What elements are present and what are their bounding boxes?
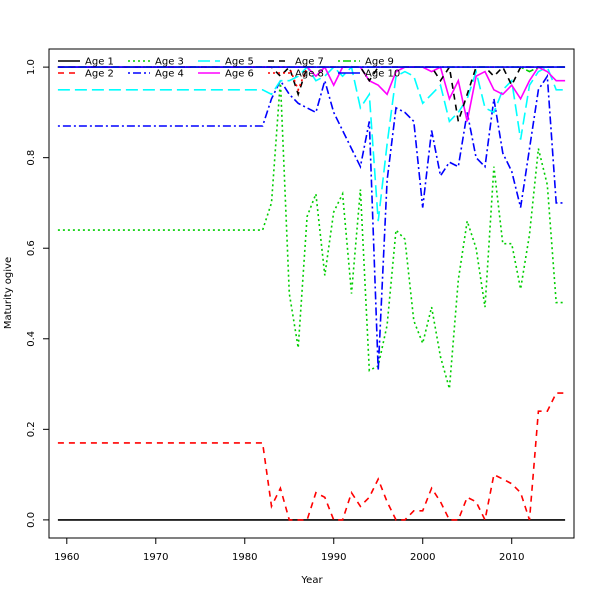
- series-line-age-3: [57, 80, 566, 389]
- legend-label: Age 1: [85, 57, 114, 68]
- y-tick-label: 1.0: [26, 59, 37, 75]
- series-layer: [57, 64, 566, 523]
- y-axis-title: Maturity ogive: [3, 257, 14, 329]
- x-tick-label: 1970: [143, 552, 168, 563]
- y-tick-label: 0.8: [26, 150, 37, 166]
- y-tick-label: 0.6: [26, 240, 37, 256]
- legend-item-age-4: Age 4: [128, 69, 184, 80]
- x-tick-label: 1960: [54, 552, 79, 563]
- series-line-age-4: [57, 73, 566, 371]
- x-tick-label: 1980: [232, 552, 257, 563]
- x-axis: 1960 1970 1980 1990 2000 2010: [54, 537, 524, 563]
- series-line-age-5: [57, 65, 566, 222]
- y-axis: 0.0 0.2 0.4 0.6 0.8 1.0: [26, 59, 50, 528]
- series-line-age-2: [57, 392, 566, 523]
- legend-item-age-8: Age 8: [268, 69, 324, 80]
- legend-item-age-3: Age 3: [128, 57, 184, 68]
- x-tick-label: 1990: [321, 552, 346, 563]
- legend-label: Age 7: [295, 57, 324, 68]
- x-axis-title: Year: [300, 575, 323, 586]
- y-tick-label: 0.0: [26, 512, 37, 528]
- legend-item-age-2: Age 2: [58, 69, 114, 80]
- y-tick-label: 0.4: [26, 331, 37, 347]
- x-tick-label: 2010: [499, 552, 524, 563]
- y-tick-label: 0.2: [26, 421, 37, 437]
- legend-label: Age 5: [225, 57, 254, 68]
- legend-label: Age 4: [155, 69, 184, 80]
- legend-item-age-9: Age 9: [338, 57, 394, 68]
- legend-label: Age 2: [85, 69, 114, 80]
- legend-item-age-5: Age 5: [198, 57, 254, 68]
- legend-item-age-10: Age 10: [338, 69, 400, 80]
- plot-frame: [48, 48, 575, 539]
- legend-label: Age 9: [365, 57, 394, 68]
- x-tick-label: 2000: [410, 552, 435, 563]
- legend-label: Age 10: [365, 69, 400, 80]
- legend-item-age-1: Age 1: [58, 57, 114, 68]
- legend-label: Age 3: [155, 57, 184, 68]
- legend-label: Age 6: [225, 69, 254, 80]
- legend-label: Age 8: [295, 69, 324, 80]
- legend-item-age-7: Age 7: [268, 57, 324, 68]
- legend-item-age-6: Age 6: [198, 69, 254, 80]
